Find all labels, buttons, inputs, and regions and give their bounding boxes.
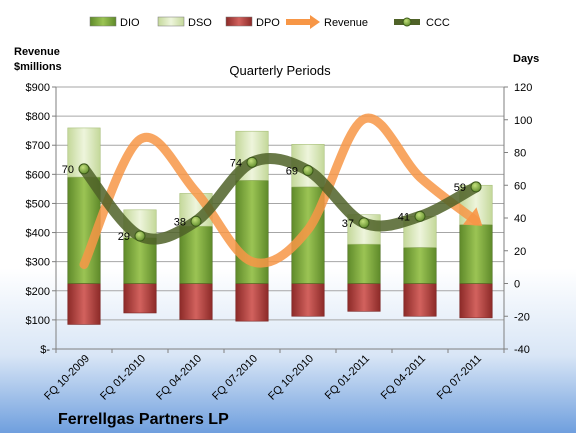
dio-bar [403, 247, 437, 284]
line-series [78, 113, 483, 270]
ccc-data-label: 69 [286, 166, 298, 178]
right-tick-label: 40 [514, 213, 526, 225]
dpo-bar [235, 283, 269, 322]
legend-label: DSO [188, 17, 212, 29]
dpo-bar [291, 283, 325, 317]
legend-label: DIO [120, 17, 140, 29]
ccc-data-label: 41 [398, 211, 410, 223]
right-tick-label: -20 [514, 311, 530, 323]
right-tick-label: 80 [514, 148, 526, 160]
legend-swatch [89, 16, 117, 27]
legend-swatch [157, 16, 185, 27]
legend-label: DPO [256, 17, 280, 29]
ccc-marker [78, 163, 90, 175]
dio-bar [347, 243, 381, 284]
left-tick-label: $- [40, 344, 50, 356]
right-tick-label: 20 [514, 246, 526, 258]
ccc-data-label: 70 [62, 164, 74, 176]
chart-subtitle: Quarterly Periods [229, 63, 331, 78]
ccc-marker [358, 217, 370, 229]
ccc-marker [470, 181, 482, 193]
left-tick-label: $700 [26, 140, 50, 152]
ccc-marker [134, 230, 146, 242]
dio-bar [179, 225, 213, 284]
left-tick-label: $200 [26, 286, 50, 298]
ccc-marker [414, 210, 426, 222]
left-tick-label: $300 [26, 257, 50, 269]
right-tick-label: 100 [514, 115, 532, 127]
data-labels: 70 29 38 74 69 37 41 59 [62, 157, 466, 243]
right-tick-label: 60 [514, 180, 526, 192]
legend-arrow [310, 15, 320, 29]
dpo-bar [347, 283, 381, 312]
legend-label: Revenue [324, 17, 368, 29]
dpo-bar [67, 283, 101, 325]
dio-bar [123, 237, 157, 284]
ccc-marker [302, 165, 314, 177]
dpo-bar [403, 283, 437, 317]
ccc-data-label: 37 [342, 218, 354, 230]
ccc-data-label: 38 [174, 216, 186, 228]
revenue-arrowhead [462, 207, 483, 226]
ccc-data-label: 29 [118, 231, 130, 243]
dpo-bar [123, 283, 157, 314]
right-tick-label: 0 [514, 279, 520, 291]
right-tick-label: -40 [514, 344, 530, 356]
right-tick-label: 120 [514, 82, 532, 94]
ccc-data-label: 74 [230, 157, 242, 169]
left-tick-label: $500 [26, 198, 50, 210]
legend: DIO DSO DPO Revenue CCC [89, 15, 450, 29]
left-tick-label: $900 [26, 82, 50, 94]
dio-bar [235, 180, 269, 284]
left-axis-title-line2: $millions [14, 61, 62, 73]
ccc-data-label: 59 [454, 182, 466, 194]
left-tick-label: $100 [26, 315, 50, 327]
ccc-marker [246, 156, 258, 168]
left-tick-label: $600 [26, 169, 50, 181]
bar-series [67, 127, 493, 325]
dpo-bar [179, 283, 213, 320]
dio-bar [459, 224, 493, 284]
left-tick-label: $800 [26, 111, 50, 123]
right-axis-title: Days [513, 53, 539, 65]
left-tick-label: $400 [26, 228, 50, 240]
chart-title: Ferrellgas Partners LP [58, 411, 229, 428]
legend-label: CCC [426, 17, 450, 29]
dpo-bar [459, 283, 493, 319]
legend-swatch [225, 16, 253, 27]
left-axis-title-line1: Revenue [14, 46, 60, 58]
legend-marker [402, 17, 412, 27]
revenue-line [79, 113, 481, 270]
ccc-marker [190, 215, 202, 227]
